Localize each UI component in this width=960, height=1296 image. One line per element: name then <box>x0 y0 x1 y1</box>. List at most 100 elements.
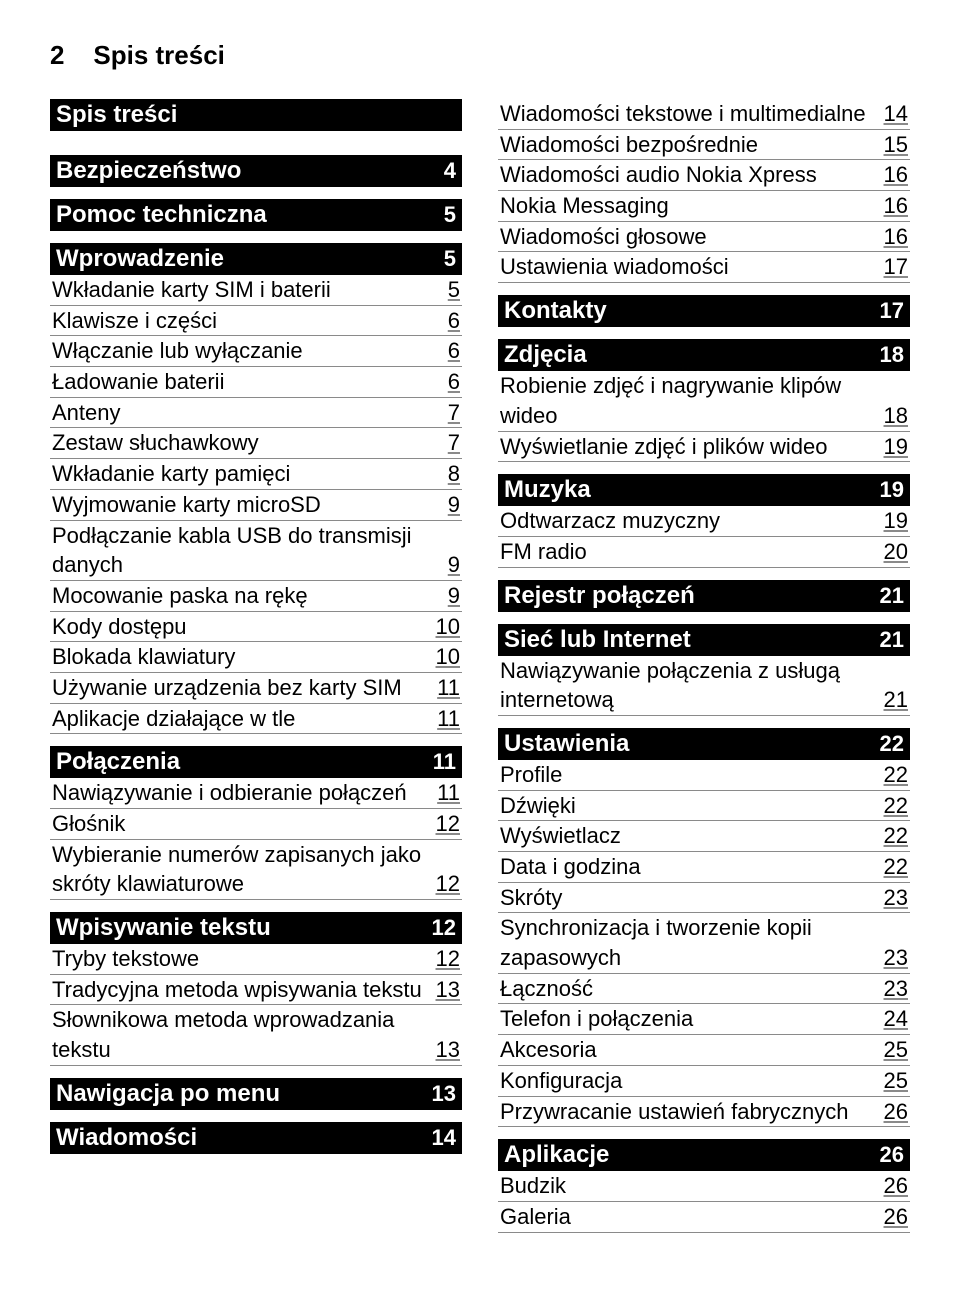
toc-row-page: 14 <box>884 99 908 129</box>
toc-row-label: Tryby tekstowe <box>52 944 436 974</box>
toc-row[interactable]: Kody dostępu10 <box>50 612 462 643</box>
toc-row[interactable]: Odtwarzacz muzyczny19 <box>498 506 910 537</box>
toc-row[interactable]: Konfiguracja25 <box>498 1066 910 1097</box>
toc-row[interactable]: FM radio20 <box>498 537 910 568</box>
toc-section-header[interactable]: Wpisywanie tekstu12 <box>50 912 462 944</box>
toc-row[interactable]: Synchronizacja i tworzenie kopii zapasow… <box>498 913 910 973</box>
toc-row[interactable]: Klawisze i części6 <box>50 306 462 337</box>
toc-row[interactable]: Anteny7 <box>50 398 462 429</box>
toc-row-label: Wiadomości audio Nokia Xpress <box>500 160 884 190</box>
toc-row[interactable]: Zestaw słuchawkowy7 <box>50 428 462 459</box>
toc-row[interactable]: Podłączanie kabla USB do transmisji dany… <box>50 521 462 581</box>
toc-row[interactable]: Ładowanie baterii6 <box>50 367 462 398</box>
toc-row-page: 15 <box>884 130 908 160</box>
toc-row-label: Wiadomości bezpośrednie <box>500 130 884 160</box>
toc-section-page: 17 <box>880 298 904 324</box>
toc-row[interactable]: Używanie urządzenia bez karty SIM11 <box>50 673 462 704</box>
toc-section-label: Muzyka <box>504 476 591 504</box>
toc-row[interactable]: Wyświetlacz22 <box>498 821 910 852</box>
toc-section-header[interactable]: Nawigacja po menu13 <box>50 1078 462 1110</box>
toc-row-label: Wkładanie karty pamięci <box>52 459 448 489</box>
toc-section-page: 19 <box>880 477 904 503</box>
toc-row-page: 22 <box>884 852 908 882</box>
toc-row-page: 5 <box>448 275 460 305</box>
toc-row-page: 24 <box>884 1004 908 1034</box>
toc-section-header[interactable]: Zdjęcia18 <box>498 339 910 371</box>
toc-row[interactable]: Akcesoria25 <box>498 1035 910 1066</box>
toc-row[interactable]: Głośnik12 <box>50 809 462 840</box>
toc-section-label: Wiadomości <box>56 1124 197 1152</box>
toc-row-page: 9 <box>448 550 460 580</box>
toc-section-header[interactable]: Wiadomości14 <box>50 1122 462 1154</box>
toc-row-page: 10 <box>436 612 460 642</box>
toc-row[interactable]: Wkładanie karty pamięci8 <box>50 459 462 490</box>
toc-row[interactable]: Nawiązywanie połączenia z usługą interne… <box>498 656 910 716</box>
toc-row-page: 25 <box>884 1066 908 1096</box>
toc-row[interactable]: Słownikowa metoda wprowadzania tekstu13 <box>50 1005 462 1065</box>
toc-row-page: 10 <box>436 642 460 672</box>
toc-row[interactable]: Wiadomości głosowe16 <box>498 222 910 253</box>
toc-section-label: Pomoc techniczna <box>56 201 267 229</box>
toc-row-page: 9 <box>448 490 460 520</box>
toc-section-label: Sieć lub Internet <box>504 626 691 654</box>
toc-row[interactable]: Wiadomości bezpośrednie15 <box>498 130 910 161</box>
toc-row-label: Klawisze i części <box>52 306 448 336</box>
toc-section-label: Ustawienia <box>504 730 629 758</box>
toc-row-label: Telefon i połączenia <box>500 1004 884 1034</box>
toc-row[interactable]: Łączność23 <box>498 974 910 1005</box>
toc-row-page: 11 <box>437 778 460 808</box>
toc-section-header[interactable]: Muzyka 19 <box>498 474 910 506</box>
toc-row-page: 13 <box>436 1035 460 1065</box>
toc-row[interactable]: Ustawienia wiadomości17 <box>498 252 910 283</box>
toc-section-header[interactable]: Sieć lub Internet21 <box>498 624 910 656</box>
toc-row[interactable]: Nawiązywanie i odbieranie połączeń11 <box>50 778 462 809</box>
toc-row-page: 21 <box>884 685 908 715</box>
toc-row-page: 7 <box>448 398 460 428</box>
toc-row-page: 18 <box>884 401 908 431</box>
toc-row[interactable]: Blokada klawiatury10 <box>50 642 462 673</box>
toc-section-header[interactable]: Rejestr połączeń21 <box>498 580 910 612</box>
toc-section-header[interactable]: Aplikacje26 <box>498 1139 910 1171</box>
toc-row[interactable]: Wyświetlanie zdjęć i plików wideo19 <box>498 432 910 463</box>
toc-row-label: Mocowanie paska na rękę <box>52 581 448 611</box>
toc-row[interactable]: Tradycyjna metoda wpisywania tekstu13 <box>50 975 462 1006</box>
toc-row[interactable]: Wyjmowanie karty microSD9 <box>50 490 462 521</box>
toc-row-page: 7 <box>448 428 460 458</box>
toc-row[interactable]: Mocowanie paska na rękę9 <box>50 581 462 612</box>
toc-section-header[interactable]: Bezpieczeństwo4 <box>50 155 462 187</box>
toc-row[interactable]: Aplikacje działające w tle11 <box>50 704 462 735</box>
toc-row[interactable]: Dźwięki22 <box>498 791 910 822</box>
toc-row[interactable]: Włączanie lub wyłączanie6 <box>50 336 462 367</box>
toc-row-page: 25 <box>884 1035 908 1065</box>
toc-row[interactable]: Wiadomości audio Nokia Xpress16 <box>498 160 910 191</box>
toc-section-header[interactable]: Połączenia11 <box>50 746 462 778</box>
toc-row[interactable]: Wiadomości tekstowe i multimedialne14 <box>498 99 910 130</box>
toc-row[interactable]: Skróty23 <box>498 883 910 914</box>
toc-row-label: Skróty <box>500 883 884 913</box>
toc-section-header[interactable]: Wprowadzenie5 <box>50 243 462 275</box>
toc-section-header[interactable]: Ustawienia22 <box>498 728 910 760</box>
toc-section-label: Nawigacja po menu <box>56 1080 280 1108</box>
toc-section-header[interactable]: Kontakty17 <box>498 295 910 327</box>
toc-row[interactable]: Wkładanie karty SIM i baterii5 <box>50 275 462 306</box>
toc-row[interactable]: Wybieranie numerów zapisanych jako skrót… <box>50 840 462 900</box>
toc-row-page: 23 <box>884 943 908 973</box>
toc-section-header[interactable]: Pomoc techniczna 5 <box>50 199 462 231</box>
toc-row[interactable]: Budzik26 <box>498 1171 910 1202</box>
toc-row[interactable]: Tryby tekstowe12 <box>50 944 462 975</box>
toc-row[interactable]: Data i godzina22 <box>498 852 910 883</box>
toc-row[interactable]: Przywracanie ustawień fabrycznych26 <box>498 1097 910 1128</box>
toc-row[interactable]: Galeria26 <box>498 1202 910 1233</box>
toc-row[interactable]: Robienie zdjęć i nagrywanie klipów wideo… <box>498 371 910 431</box>
toc-row-label: Wyjmowanie karty microSD <box>52 490 448 520</box>
toc-row[interactable]: Profile22 <box>498 760 910 791</box>
toc-row-label: Wkładanie karty SIM i baterii <box>52 275 448 305</box>
toc-row[interactable]: Nokia Messaging16 <box>498 191 910 222</box>
toc-row-label: Blokada klawiatury <box>52 642 436 672</box>
toc-row-label: Robienie zdjęć i nagrywanie klipów wideo <box>500 371 884 430</box>
toc-row-page: 16 <box>884 160 908 190</box>
toc-section-page: 5 <box>444 202 456 228</box>
toc-row-label: Tradycyjna metoda wpisywania tekstu <box>52 975 436 1005</box>
toc-row-page: 19 <box>884 432 908 462</box>
toc-row[interactable]: Telefon i połączenia24 <box>498 1004 910 1035</box>
